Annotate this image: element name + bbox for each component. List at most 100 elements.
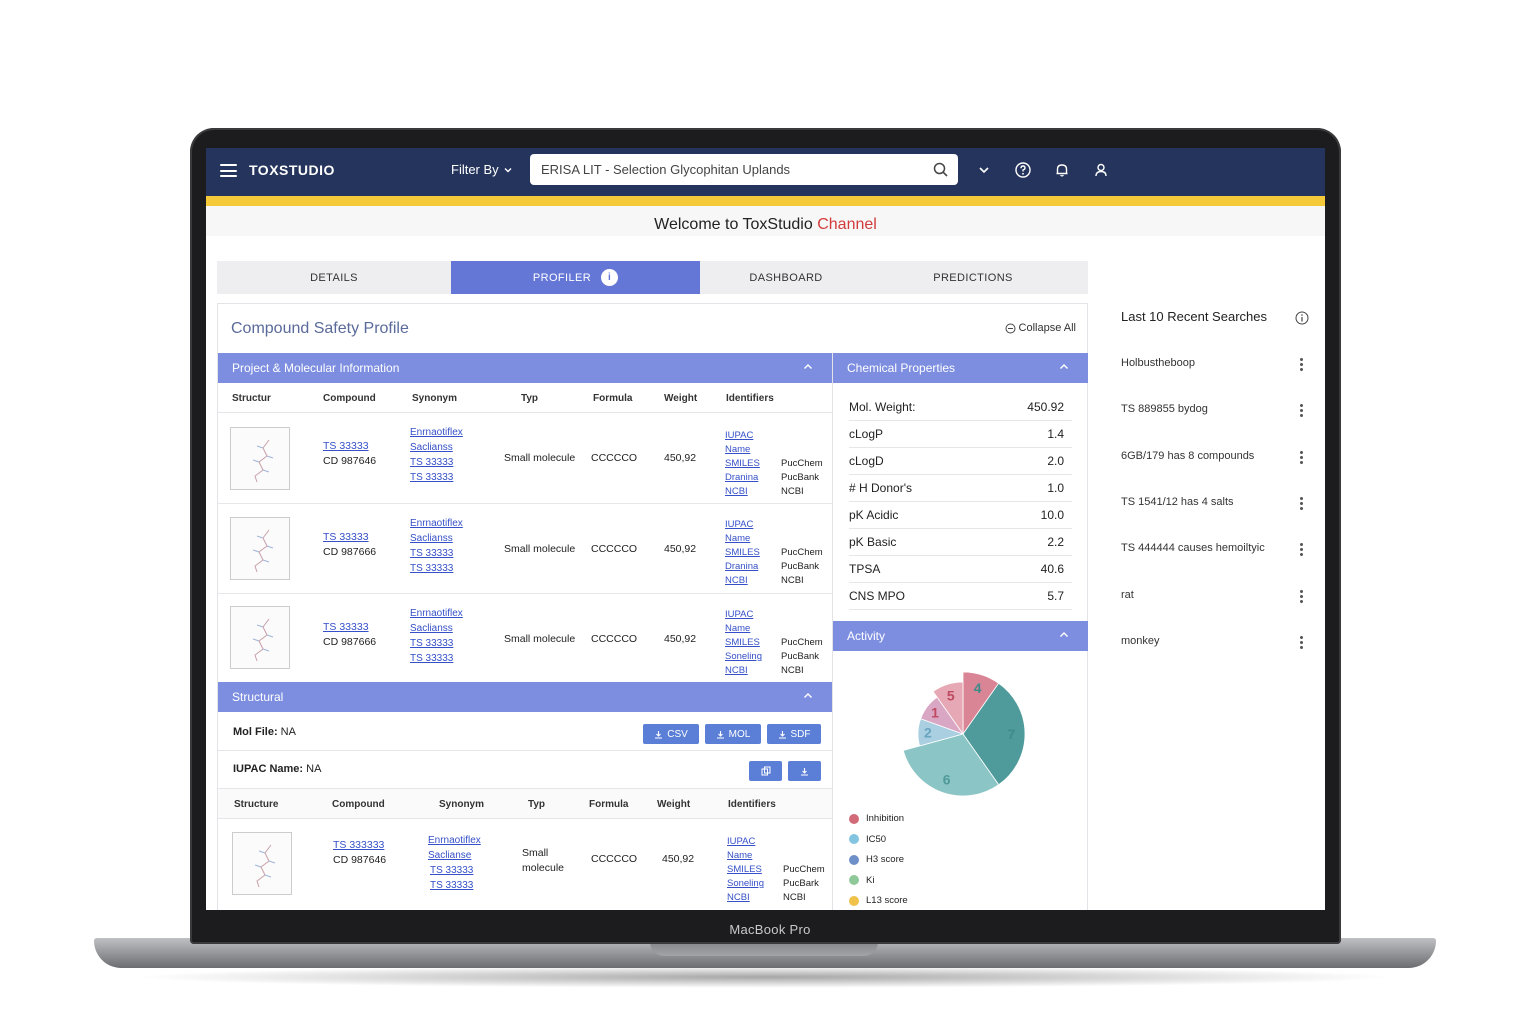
identifier-link[interactable]: IUPAC Name (725, 430, 754, 455)
compound-link[interactable]: TS 33333 (323, 440, 369, 452)
legend-item[interactable]: L13 score (849, 895, 908, 906)
recent-search-item[interactable]: TS 444444 causes hemoiltyic (1121, 542, 1265, 555)
synonym-link[interactable]: TS 33333 (410, 472, 454, 483)
user-icon[interactable] (1092, 161, 1110, 179)
compound-link[interactable]: TS 33333 (323, 531, 369, 543)
synonym-link[interactable]: TS 33333 (430, 865, 474, 876)
compound-link[interactable]: TS 33333 (323, 621, 369, 633)
pie-slice[interactable] (932, 681, 964, 736)
identifier-link[interactable]: SMILES (727, 864, 762, 875)
recent-search-item[interactable]: 6GB/179 has 8 compounds (1121, 449, 1255, 462)
identifier-link[interactable]: IUPAC Name (727, 836, 756, 861)
synonym-link[interactable]: Enrnaotiflex (410, 427, 463, 438)
tab-details[interactable]: DETAILS (217, 261, 451, 294)
synonym-link[interactable]: Enrnaotiflex (428, 835, 481, 846)
tab-dashboard[interactable]: DASHBOARD (700, 261, 872, 294)
sdf-download-button[interactable]: SDF (767, 724, 821, 744)
pie-slice[interactable] (902, 733, 1000, 797)
property-label: cLogD (849, 454, 884, 468)
identifier-link[interactable]: NCBI (725, 486, 748, 497)
synonym-link[interactable]: TS 33333 (410, 548, 454, 559)
more-options-icon[interactable] (1300, 635, 1303, 649)
identifier-link[interactable]: NCBI (725, 665, 748, 676)
table-row[interactable]: TS 33333 CD 987666 Enrnaotiflex Saclianss T… (218, 594, 832, 683)
more-options-icon[interactable] (1300, 358, 1303, 371)
chevron-up-icon[interactable] (1058, 361, 1070, 373)
section-chemical-header[interactable]: Chemical Properties (833, 353, 1088, 383)
info-icon[interactable]: i (601, 269, 619, 286)
more-options-icon[interactable] (1300, 404, 1303, 418)
synonym-link[interactable]: Saclianse (428, 850, 472, 861)
synonym-link[interactable]: TS 33333 (410, 638, 454, 649)
download-button[interactable] (788, 761, 821, 781)
identifier-link[interactable]: Soneling (727, 878, 764, 889)
tab-predictions[interactable]: PREDICTIONS (872, 261, 1074, 294)
chevron-up-icon[interactable] (1058, 629, 1070, 641)
synonym-link[interactable]: Saclianss (410, 533, 453, 544)
table-row[interactable]: TS 33333 CD 987646 Enrnaotiflex Saclianss T… (218, 413, 832, 504)
identifier-link[interactable]: IUPAC Name (725, 519, 754, 544)
col-identifiers: Identifiers (726, 393, 774, 404)
help-icon[interactable] (1014, 161, 1032, 179)
table-row[interactable]: TS 33333 CD 987666 Enrnaotiflex Saclianss T… (218, 504, 832, 594)
chevron-up-icon[interactable] (802, 690, 814, 702)
legend-item[interactable]: Ki (849, 875, 874, 886)
compound-link[interactable]: TS 333333 (333, 839, 385, 851)
synonym-link[interactable]: Saclianss (410, 623, 453, 634)
filter-by-dropdown[interactable]: Filter By (451, 162, 513, 177)
button-label: CSV (667, 728, 688, 740)
synonym-link[interactable]: TS 33333 (410, 653, 454, 664)
structure-thumbnail[interactable] (230, 606, 290, 669)
search-input[interactable]: ERISA LIT - Selection Glycophitan Upland… (530, 154, 958, 185)
recent-search-item[interactable]: TS 889855 bydog (1121, 403, 1208, 416)
recent-search-item[interactable]: monkey (1121, 634, 1160, 647)
identifier-link[interactable]: SMILES (725, 547, 760, 558)
identifier-link[interactable]: SMILES (725, 637, 760, 648)
recent-search-item[interactable]: Holbustheboop (1121, 357, 1196, 369)
recent-search-item[interactable]: rat (1121, 588, 1134, 601)
identifier-link[interactable]: NCBI (725, 575, 748, 586)
identifier-link[interactable]: Dranina (725, 561, 759, 572)
table-row[interactable]: TS 333333 CD 987646 Enrnaotiflex Saclianse… (218, 819, 832, 909)
bell-icon[interactable] (1053, 161, 1071, 179)
chevron-down-icon[interactable] (975, 161, 993, 179)
identifier-link[interactable]: NCBI (727, 892, 750, 903)
structure-thumbnail[interactable] (230, 517, 290, 580)
identifier-link[interactable]: Soneling (725, 651, 762, 662)
csv-download-button[interactable]: CSV (643, 724, 699, 744)
synonym-link[interactable]: Saclianss (410, 442, 453, 453)
info-icon[interactable] (1295, 311, 1309, 325)
identifier-link[interactable]: IUPAC Name (725, 609, 754, 634)
copy-button[interactable] (749, 761, 782, 781)
synonym-link[interactable]: TS 33333 (430, 880, 474, 891)
property-label: # H Donor's (849, 481, 912, 495)
search-icon[interactable] (932, 161, 950, 179)
iupac-value: NA (306, 763, 322, 775)
legend-label: H3 score (866, 854, 905, 865)
synonym-link[interactable]: TS 33333 (410, 457, 454, 468)
legend-item[interactable]: H3 score (849, 854, 904, 865)
more-options-icon[interactable] (1300, 543, 1303, 557)
identifier-link[interactable]: Dranina (725, 472, 759, 483)
more-options-icon[interactable] (1300, 450, 1303, 464)
synonym-link[interactable]: Enrnaotiflex (410, 518, 463, 529)
synonym-link[interactable]: TS 33333 (410, 563, 454, 574)
identifier-link[interactable]: SMILES (725, 458, 760, 469)
chevron-up-icon[interactable] (802, 361, 814, 373)
structure-thumbnail[interactable] (230, 427, 290, 490)
legend-item[interactable]: IC50 (849, 834, 886, 845)
more-options-icon[interactable] (1300, 496, 1303, 510)
section-structural-header[interactable]: Structural (218, 682, 832, 712)
more-options-icon[interactable] (1300, 589, 1303, 603)
synonym-link[interactable]: Enrnaotiflex (410, 608, 463, 619)
legend-item[interactable]: Inhibition (849, 813, 904, 824)
collapse-all-button[interactable]: Collapse All (1005, 322, 1076, 334)
section-activity-header[interactable]: Activity (833, 621, 1088, 651)
pie-slice[interactable] (962, 682, 1026, 786)
mol-download-button[interactable]: MOL (705, 724, 761, 744)
tab-profiler[interactable]: PROFILER i (451, 261, 700, 294)
section-project-header[interactable]: Project & Molecular Information (218, 353, 832, 383)
menu-icon[interactable] (220, 164, 237, 177)
recent-search-item[interactable]: TS 1541/12 has 4 salts (1121, 495, 1234, 508)
structure-thumbnail[interactable] (232, 832, 292, 895)
